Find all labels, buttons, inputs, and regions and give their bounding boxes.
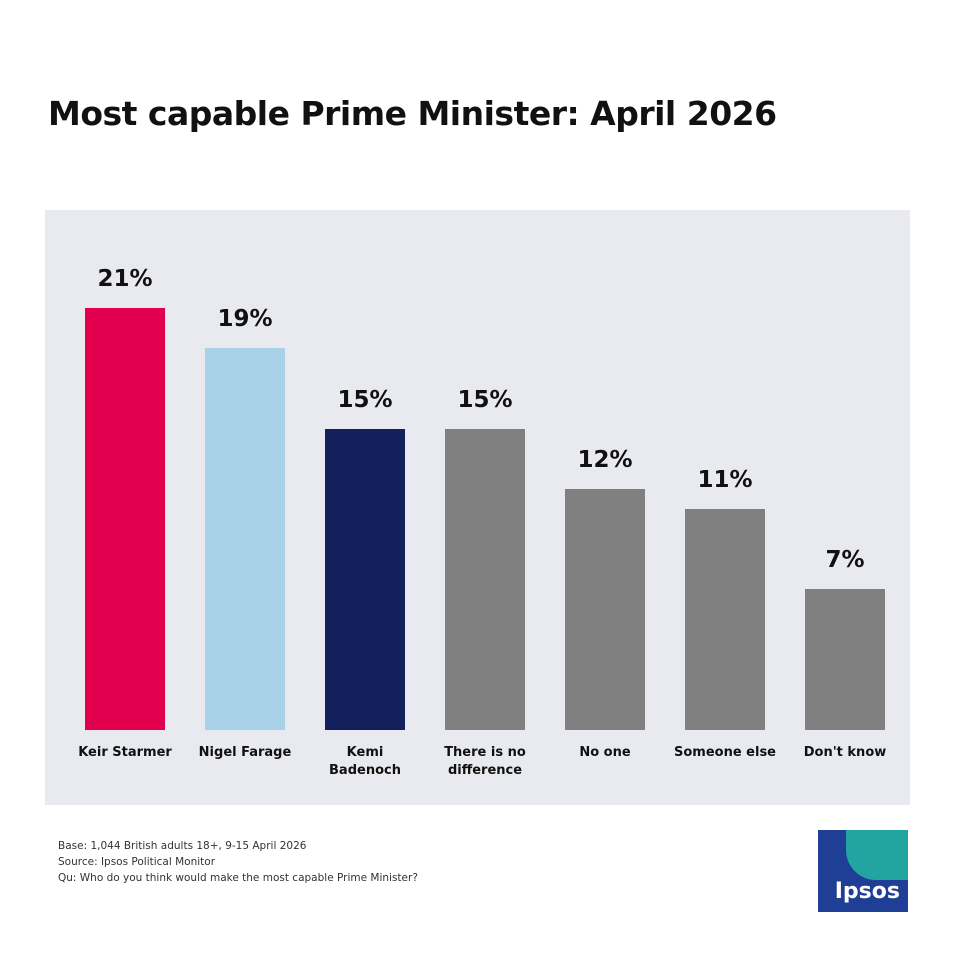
category-label: Keir Starmer: [78, 745, 172, 760]
logo-text: Ipsos: [834, 879, 900, 904]
bar: [805, 589, 885, 730]
category-label: Someone else: [673, 745, 776, 760]
category-label: There is no difference: [444, 745, 526, 778]
value-label: 12%: [577, 446, 633, 473]
value-label: 11%: [697, 466, 753, 493]
footnote: Source: Ipsos Political Monitor: [58, 856, 216, 868]
footnote: Base: 1,044 British adults 18+, 9-15 Apr…: [58, 840, 307, 852]
category-label: Kemi Badenoch: [329, 745, 401, 778]
bar: [565, 488, 645, 730]
bar: [325, 428, 405, 730]
category-label: Nigel Farage: [198, 745, 292, 760]
bar: [445, 428, 525, 730]
logo-accent: [846, 830, 908, 880]
value-label: 15%: [337, 386, 393, 413]
category-label: Don't know: [803, 745, 887, 760]
value-label: 19%: [217, 306, 273, 333]
footnote: Qu: Who do you think would make the most…: [58, 872, 418, 884]
bar: [685, 508, 765, 730]
category-label: No one: [579, 745, 631, 760]
bar: [85, 308, 165, 730]
value-label: 7%: [825, 547, 865, 574]
logo: Ipsos: [818, 830, 908, 912]
value-label: 15%: [457, 386, 513, 413]
bar: [205, 348, 285, 730]
footnotes: Base: 1,044 British adults 18+, 9-15 Apr…: [58, 838, 418, 886]
value-label: 21%: [97, 266, 153, 292]
chart-title: Most capable Prime Minister: April 2026: [48, 94, 777, 133]
